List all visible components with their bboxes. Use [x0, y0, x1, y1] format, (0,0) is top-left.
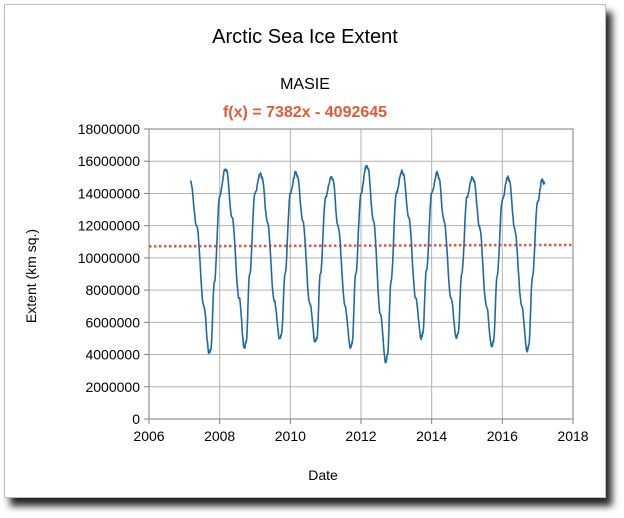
y-tick-label: 18000000 [78, 121, 141, 137]
x-tick-label: 2014 [416, 428, 447, 444]
x-tick-label: 2012 [345, 428, 376, 444]
y-tick-label: 14000000 [78, 185, 141, 201]
tick-labels: 0 2000000 4000000 6000000 8000000 10000000 120… [78, 121, 589, 444]
y-tick-label: 10000000 [78, 250, 141, 266]
y-tick-label: 4000000 [85, 347, 140, 363]
trendline [148, 243, 574, 248]
y-tick-label: 6000000 [85, 314, 140, 330]
chart-subtitle: MASIE [280, 76, 330, 93]
trendline-equation: f(x) = 7382x - 4092645 [223, 104, 387, 121]
trendline [148, 243, 574, 248]
series-line-extent [189, 164, 546, 364]
x-tick-label: 2008 [204, 428, 235, 444]
chart-svg: 0 2000000 4000000 6000000 8000000 10000000 120… [23, 26, 589, 483]
x-axis-label: Date [308, 467, 338, 483]
chart-frame: 0 2000000 4000000 6000000 8000000 10000000 120… [4, 4, 606, 498]
x-tick-label: 2016 [487, 428, 518, 444]
y-tick-label: 8000000 [85, 282, 140, 298]
x-tick-label: 2010 [275, 428, 306, 444]
x-tick-label: 2018 [557, 428, 588, 444]
y-tick-label: 0 [132, 411, 140, 427]
y-tick-label: 16000000 [78, 153, 141, 169]
y-tick-label: 2000000 [85, 379, 140, 395]
y-axis-label: Extent (km sq.) [23, 229, 39, 323]
x-tick-label: 2006 [133, 428, 164, 444]
chart-title: Arctic Sea Ice Extent [212, 26, 398, 48]
grid [148, 128, 574, 420]
series [189, 164, 546, 364]
y-tick-label: 12000000 [78, 218, 141, 234]
